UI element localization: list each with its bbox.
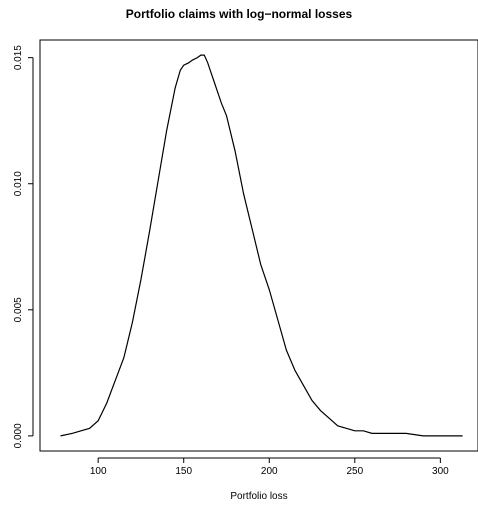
- density-curve: [60, 54, 463, 437]
- y-tick-label: 0.010: [13, 171, 24, 196]
- x-tick-label: 250: [346, 466, 363, 477]
- y-tick-label: 0.005: [13, 297, 24, 322]
- y-axis: 0.000 0.005 0.010 0.015: [13, 45, 34, 448]
- y-tick-label: 0.000: [13, 423, 24, 448]
- x-tick-label: 150: [175, 466, 192, 477]
- x-tick-label: 200: [261, 466, 278, 477]
- x-axis-label: Portfolio loss: [230, 491, 287, 502]
- x-tick-label: 300: [432, 466, 449, 477]
- y-tick-label: 0.015: [13, 45, 24, 70]
- x-axis: 100 150 200 250 300: [90, 457, 449, 477]
- chart-title: Portfolio claims with log−normal losses: [126, 7, 353, 21]
- x-tick-label: 100: [90, 466, 107, 477]
- plot-frame: [39, 39, 478, 452]
